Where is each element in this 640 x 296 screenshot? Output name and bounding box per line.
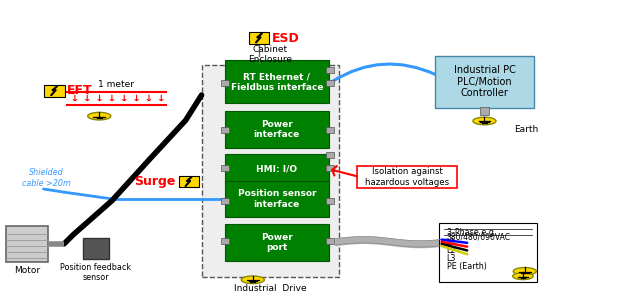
FancyBboxPatch shape <box>481 107 490 115</box>
Text: Cabinet
Enclosure: Cabinet Enclosure <box>248 45 292 65</box>
Text: HMI: I/O: HMI: I/O <box>256 165 298 173</box>
Text: Earth: Earth <box>515 125 538 133</box>
FancyBboxPatch shape <box>221 238 229 244</box>
FancyBboxPatch shape <box>439 223 537 282</box>
FancyBboxPatch shape <box>225 224 329 260</box>
Text: 3-Phase e.g.: 3-Phase e.g. <box>447 228 496 237</box>
Text: ESD: ESD <box>272 31 300 44</box>
FancyBboxPatch shape <box>326 165 334 171</box>
Text: L2: L2 <box>447 246 456 255</box>
Circle shape <box>473 117 496 125</box>
Text: L3: L3 <box>447 254 456 263</box>
Text: RT Ethernet /
Fieldbus interface: RT Ethernet / Fieldbus interface <box>230 72 323 91</box>
FancyBboxPatch shape <box>221 165 229 171</box>
FancyBboxPatch shape <box>225 181 329 217</box>
FancyBboxPatch shape <box>225 60 329 103</box>
Text: EFT: EFT <box>67 84 93 97</box>
Text: 1 meter: 1 meter <box>99 80 134 89</box>
FancyBboxPatch shape <box>357 165 457 188</box>
Text: Position feedback
sensor: Position feedback sensor <box>60 263 132 282</box>
FancyBboxPatch shape <box>6 226 48 262</box>
FancyBboxPatch shape <box>249 32 269 44</box>
FancyBboxPatch shape <box>221 198 229 204</box>
FancyBboxPatch shape <box>221 127 229 133</box>
FancyBboxPatch shape <box>221 80 229 86</box>
Text: Industrial  Drive: Industrial Drive <box>234 284 307 293</box>
Text: Surge: Surge <box>134 175 176 188</box>
FancyBboxPatch shape <box>326 67 334 73</box>
FancyBboxPatch shape <box>202 65 339 277</box>
FancyBboxPatch shape <box>44 85 65 96</box>
FancyBboxPatch shape <box>225 154 329 184</box>
Text: 380/480/690VAC: 380/480/690VAC <box>447 233 511 242</box>
Circle shape <box>513 268 536 275</box>
Circle shape <box>88 112 111 120</box>
FancyBboxPatch shape <box>225 111 329 148</box>
FancyBboxPatch shape <box>326 198 334 204</box>
Text: Motor: Motor <box>14 266 40 275</box>
Text: Power
port: Power port <box>261 233 292 252</box>
Text: Position sensor
interface: Position sensor interface <box>237 189 316 209</box>
Circle shape <box>241 276 264 284</box>
FancyBboxPatch shape <box>435 56 534 108</box>
FancyBboxPatch shape <box>326 152 334 158</box>
FancyBboxPatch shape <box>326 80 334 86</box>
Text: Isolation against
hazardous voltages: Isolation against hazardous voltages <box>365 167 449 187</box>
Text: L1: L1 <box>447 238 456 247</box>
FancyBboxPatch shape <box>326 238 334 244</box>
FancyBboxPatch shape <box>326 127 334 133</box>
Text: Power
interface: Power interface <box>253 120 300 139</box>
Text: PE (Earth): PE (Earth) <box>447 262 486 271</box>
Text: Industrial PC
PLC/Motion
Controller: Industrial PC PLC/Motion Controller <box>454 65 516 99</box>
FancyBboxPatch shape <box>83 238 109 259</box>
FancyBboxPatch shape <box>179 176 199 187</box>
Text: Shielded
cable >20m: Shielded cable >20m <box>22 168 70 187</box>
Circle shape <box>513 273 533 280</box>
